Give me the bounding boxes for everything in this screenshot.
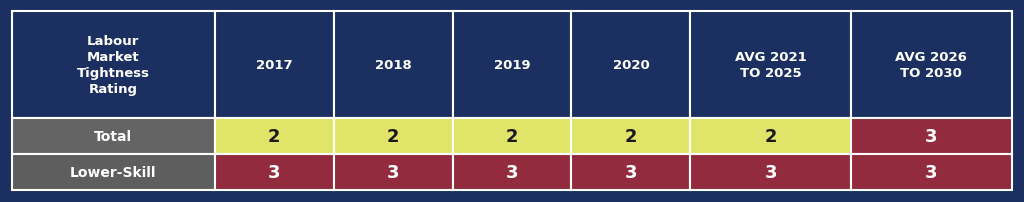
Text: 3: 3 (268, 163, 281, 181)
Text: Labour
Market
Tightness
Rating: Labour Market Tightness Rating (77, 35, 150, 96)
Text: 2017: 2017 (256, 59, 293, 72)
Text: 3: 3 (387, 163, 399, 181)
Bar (690, 119, 851, 154)
Text: 2018: 2018 (375, 59, 412, 72)
Text: 3: 3 (765, 163, 777, 181)
Bar (215, 154, 334, 190)
Bar (690, 12, 851, 119)
Text: Lower-Skill: Lower-Skill (71, 165, 157, 179)
Text: 2: 2 (268, 128, 281, 145)
Bar (571, 154, 690, 190)
Bar (851, 154, 1012, 190)
Text: AVG 2026
TO 2030: AVG 2026 TO 2030 (895, 51, 968, 80)
Bar (690, 154, 851, 190)
Bar (215, 119, 334, 154)
Bar (12, 12, 215, 119)
Bar (453, 12, 571, 119)
Text: 2: 2 (387, 128, 399, 145)
Text: 3: 3 (506, 163, 518, 181)
Text: 2019: 2019 (494, 59, 530, 72)
Text: 2: 2 (625, 128, 637, 145)
Text: 2020: 2020 (612, 59, 649, 72)
Text: 3: 3 (925, 128, 938, 145)
Bar (12, 119, 215, 154)
Bar (571, 12, 690, 119)
Text: 2: 2 (506, 128, 518, 145)
Bar (12, 154, 215, 190)
Text: 3: 3 (925, 163, 938, 181)
Text: 2: 2 (765, 128, 777, 145)
Text: AVG 2021
TO 2025: AVG 2021 TO 2025 (735, 51, 807, 80)
Bar (453, 154, 571, 190)
Bar (215, 12, 334, 119)
Text: 3: 3 (625, 163, 637, 181)
Bar (571, 119, 690, 154)
Text: Total: Total (94, 130, 132, 143)
Bar (453, 119, 571, 154)
Bar (334, 119, 453, 154)
Bar (851, 12, 1012, 119)
Bar (334, 12, 453, 119)
Bar (851, 119, 1012, 154)
Bar (334, 154, 453, 190)
